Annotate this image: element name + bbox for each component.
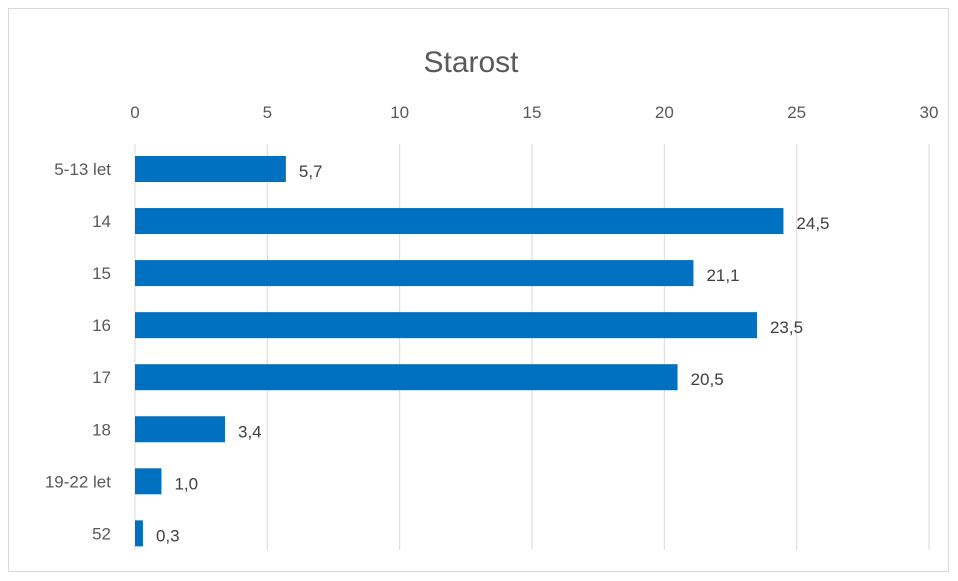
bar bbox=[135, 520, 143, 547]
category-label: 18 bbox=[92, 420, 111, 439]
x-tick-label: 5 bbox=[263, 103, 272, 122]
data-label: 20,5 bbox=[691, 370, 724, 389]
category-label: 15 bbox=[92, 264, 111, 283]
category-label: 19-22 let bbox=[45, 472, 111, 491]
bar bbox=[135, 468, 162, 495]
category-labels: 5-13 let 14 15 16 17 18 19-22 let 52 bbox=[45, 160, 111, 543]
data-label: 5,7 bbox=[299, 162, 323, 181]
data-label: 24,5 bbox=[796, 214, 829, 233]
category-label: 5-13 let bbox=[54, 160, 111, 179]
x-tick-label: 20 bbox=[655, 103, 674, 122]
data-label: 21,1 bbox=[706, 266, 739, 285]
category-label: 17 bbox=[92, 368, 111, 387]
data-label: 3,4 bbox=[238, 422, 262, 441]
chart-frame bbox=[8, 8, 949, 572]
bar bbox=[135, 156, 286, 182]
x-tick-label: 30 bbox=[920, 103, 939, 122]
data-labels: 5,7 24,5 21,1 23,5 20,5 3,4 1,0 0,3 bbox=[156, 162, 830, 545]
data-label: 23,5 bbox=[770, 318, 803, 337]
x-tick-label: 15 bbox=[523, 103, 542, 122]
x-axis-tick-labels: 0 5 10 15 20 25 30 bbox=[130, 103, 938, 122]
x-tick-label: 10 bbox=[390, 103, 409, 122]
bars bbox=[135, 156, 784, 547]
bar bbox=[135, 364, 678, 391]
category-label: 14 bbox=[92, 212, 111, 231]
x-tick-label: 0 bbox=[130, 103, 139, 122]
chart-title: Starost bbox=[423, 46, 519, 79]
x-tick-label: 25 bbox=[787, 103, 806, 122]
category-label: 52 bbox=[92, 524, 111, 543]
bar bbox=[135, 208, 784, 235]
bar bbox=[135, 260, 694, 287]
bar bbox=[135, 416, 225, 443]
bar bbox=[135, 312, 757, 339]
gridlines bbox=[134, 144, 930, 550]
category-label: 16 bbox=[92, 316, 111, 335]
data-label: 0,3 bbox=[156, 526, 180, 545]
data-label: 1,0 bbox=[174, 474, 198, 493]
